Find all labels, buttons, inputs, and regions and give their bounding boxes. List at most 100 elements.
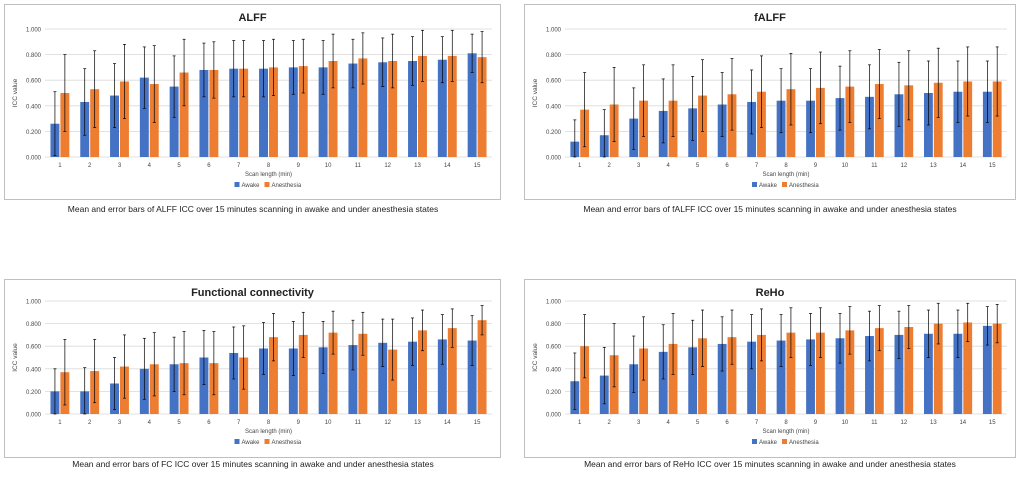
x-tick-label: 3 <box>637 163 641 169</box>
legend-swatch-awake <box>234 182 240 187</box>
fc-caption: Mean and error bars of FC ICC over 15 mi… <box>72 459 434 469</box>
anesthesia-bar <box>698 338 707 414</box>
x-tick-label: 7 <box>237 420 241 426</box>
x-tick-label: 5 <box>696 163 700 169</box>
legend-swatch-anesthesia <box>264 182 270 187</box>
chart-panel-fc: Functional connectivity 0.000 0.200 0.400 0.… <box>4 279 501 458</box>
awake-bar <box>437 59 447 157</box>
x-tick-label: 11 <box>355 420 362 426</box>
anesthesia-bar <box>639 348 649 414</box>
legend-label-anesthesia: Anesthesia <box>272 440 302 446</box>
y-tick-label: 0.800 <box>26 53 42 59</box>
x-tick-label: 7 <box>755 420 759 426</box>
x-tick-label: 3 <box>118 420 122 426</box>
x-tick-label: 4 <box>148 420 152 426</box>
x-tick-label: 8 <box>267 163 271 169</box>
anesthesia-bar <box>845 330 855 414</box>
x-tick-label: 1 <box>578 163 582 169</box>
awake-bar <box>408 341 417 414</box>
anesthesia-bar <box>992 323 1002 414</box>
awake-bar <box>199 357 209 414</box>
anesthesia-bar <box>328 332 338 414</box>
y-tick-label: 0.600 <box>26 79 42 85</box>
x-tick-label: 13 <box>930 420 937 426</box>
legend-label-awake: Awake <box>242 440 261 446</box>
anesthesia-bar <box>815 332 825 414</box>
alff-caption: Mean and error bars of ALFF ICC over 15 … <box>67 204 439 214</box>
x-tick-label: 6 <box>207 163 211 169</box>
anesthesia-bar <box>874 328 884 414</box>
awake-bar <box>776 340 786 414</box>
x-tick-label: 9 <box>297 163 301 169</box>
x-tick-label: 7 <box>237 163 241 169</box>
anesthesia-bar <box>239 68 249 157</box>
x-tick-label: 8 <box>784 420 788 426</box>
reho-caption: Mean and error bars of ReHo ICC over 15 … <box>584 459 956 469</box>
x-tick-label: 9 <box>814 163 818 169</box>
awake-bar <box>953 333 963 414</box>
anesthesia-bar <box>328 61 338 157</box>
anesthesia-bar <box>874 84 884 157</box>
anesthesia-bar <box>580 346 590 414</box>
x-tick-label: 15 <box>474 420 481 426</box>
falff-caption: Mean and error bars of fALFF ICC over 15… <box>583 204 957 214</box>
x-tick-label: 5 <box>177 163 181 169</box>
awake-bar <box>259 68 268 157</box>
y-tick-label: 0.200 <box>546 390 562 396</box>
awake-bar <box>865 336 874 414</box>
x-tick-label: 12 <box>901 163 908 169</box>
x-tick-label: 14 <box>444 420 451 426</box>
legend-label-anesthesia: Anesthesia <box>789 183 819 189</box>
chart-title: ReHo <box>756 287 785 299</box>
awake-bar <box>288 348 298 414</box>
awake-bar <box>318 67 328 157</box>
y-tick-label: 0.600 <box>26 345 42 351</box>
awake-bar <box>229 68 239 157</box>
y-tick-label: 0.800 <box>26 322 42 328</box>
awake-bar <box>717 343 727 414</box>
awake-bar <box>982 325 992 414</box>
x-tick-label: 6 <box>725 163 729 169</box>
awake-bar <box>658 351 668 414</box>
anesthesia-bar <box>388 61 398 157</box>
awake-bar <box>169 86 179 157</box>
anesthesia-bar <box>447 328 457 414</box>
x-tick-label: 12 <box>384 420 391 426</box>
anesthesia-bar <box>904 85 914 157</box>
awake-bar <box>348 63 358 158</box>
anesthesia-bar <box>963 81 973 157</box>
awake-bar <box>747 341 757 414</box>
x-tick-label: 1 <box>58 163 62 169</box>
anesthesia-bar <box>933 323 943 414</box>
y-tick-label: 0.400 <box>26 367 42 373</box>
legend-swatch-awake <box>752 182 757 187</box>
falff-chart: fALFF 0.000 0.200 0.400 0.600 0.800 1.000 ICC v… <box>532 12 1007 189</box>
anesthesia-bar <box>388 349 398 414</box>
awake-bar <box>437 339 447 414</box>
y-tick-label: 0.200 <box>546 130 562 136</box>
x-axis-label: Scan length (min) <box>762 172 809 178</box>
x-tick-label: 13 <box>414 163 421 169</box>
x-tick-label: 2 <box>88 163 92 169</box>
x-tick-label: 3 <box>118 163 122 169</box>
awake-bar <box>199 69 209 157</box>
anesthesia-bar <box>179 72 189 157</box>
anesthesia-bar <box>358 58 368 157</box>
x-tick-label: 9 <box>297 420 301 426</box>
y-tick-label: 0.400 <box>546 367 562 373</box>
x-tick-label: 5 <box>177 420 181 426</box>
x-tick-label: 11 <box>871 420 878 426</box>
awake-bar <box>139 77 149 157</box>
anesthesia-bar <box>477 57 487 157</box>
y-tick-label: 0.600 <box>546 79 562 85</box>
x-tick-label: 10 <box>842 163 849 169</box>
anesthesia-bar <box>298 66 308 157</box>
x-tick-label: 8 <box>267 420 271 426</box>
awake-bar <box>688 347 698 414</box>
y-axis-label: ICC value <box>12 343 19 372</box>
anesthesia-bar <box>786 332 796 414</box>
awake-bar <box>467 340 477 414</box>
chart-title: fALFF <box>754 12 786 24</box>
x-tick-label: 11 <box>355 163 362 169</box>
y-tick-label: 0.600 <box>546 345 562 351</box>
